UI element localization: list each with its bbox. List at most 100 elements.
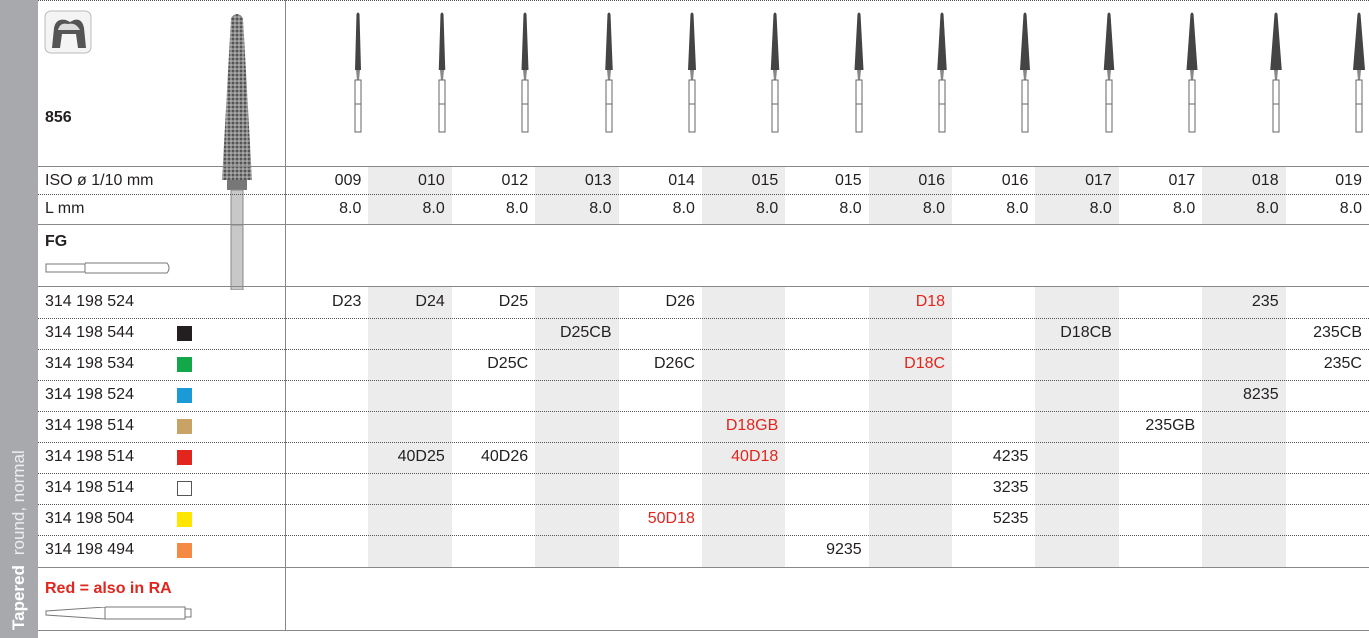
rule [38, 318, 1369, 319]
cell-value: D18 [915, 293, 946, 310]
cell-value: D18GB [725, 417, 779, 434]
column-shade [701, 167, 786, 224]
color-swatch [177, 326, 192, 341]
shank-icon [45, 262, 170, 274]
tool-drawing [1020, 12, 1031, 133]
column-shade [1035, 287, 1119, 567]
rule [38, 166, 1369, 167]
length-value: 8.0 [1089, 200, 1112, 217]
cell-value: 5235 [992, 510, 1029, 527]
item-code: 314 198 514 [45, 479, 134, 496]
tool-drawing [521, 12, 529, 133]
cell-value: D26C [654, 355, 695, 372]
length-value: 8.0 [339, 200, 362, 217]
cell-value: 235C [1323, 355, 1362, 372]
cell-value: D25C [487, 355, 529, 372]
divider [285, 0, 286, 630]
side-subtitle: round, normal [9, 450, 28, 556]
rule [38, 411, 1369, 412]
length-value: 8.0 [505, 200, 529, 217]
color-swatch [177, 357, 192, 372]
rule [38, 567, 1369, 568]
rule [38, 380, 1369, 381]
cell-value: 3235 [992, 479, 1029, 496]
cell-value: D23 [332, 293, 362, 310]
side-title: Tapered [9, 565, 28, 630]
item-code: 314 198 514 [45, 448, 134, 465]
cell-value: 50D18 [647, 510, 695, 527]
color-swatch [177, 543, 192, 558]
cell-value: 4235 [992, 448, 1029, 465]
cell-value: D25CB [559, 324, 612, 341]
color-swatch [177, 388, 192, 403]
rule [38, 473, 1369, 474]
tool-drawing [438, 12, 446, 133]
cell-value: 40D26 [480, 448, 529, 465]
tool-drawing [687, 12, 696, 133]
tool-drawing [1269, 12, 1282, 133]
iso-value: 015 [834, 172, 862, 189]
length-value: 8.0 [1256, 200, 1279, 217]
color-swatch [177, 450, 192, 465]
column-shade [868, 167, 953, 224]
note: Red = also in RA [45, 580, 172, 597]
bur-image [222, 14, 252, 290]
length-value: 8.0 [589, 200, 612, 217]
crown-icon [44, 10, 92, 54]
rule [38, 224, 1369, 225]
column-shade [1035, 167, 1119, 224]
rule [38, 194, 1369, 195]
rule [38, 442, 1369, 443]
column-shade [1202, 287, 1286, 567]
column-shade [368, 167, 452, 224]
shank-label: FG [45, 233, 68, 250]
tool-drawing [1353, 12, 1365, 133]
tool-drawing [354, 12, 362, 133]
length-value: 8.0 [1172, 200, 1196, 217]
length-value: 8.0 [922, 200, 946, 217]
tool-drawing [854, 12, 864, 133]
iso-value: 014 [668, 172, 695, 189]
cell-value: 235CB [1313, 324, 1362, 341]
iso-value: 015 [751, 172, 779, 189]
iso-value: 017 [1085, 172, 1112, 189]
ra-icon [45, 606, 192, 620]
rule [38, 0, 1369, 1]
tool-drawing [1186, 12, 1198, 133]
iso-value: 013 [584, 172, 612, 189]
iso-value: 010 [418, 172, 445, 189]
cell-value: D25 [498, 293, 529, 310]
tool-drawing [1103, 12, 1115, 133]
rule [38, 286, 1369, 287]
iso-value: 009 [334, 172, 362, 189]
item-code: 314 198 544 [45, 324, 134, 341]
length-value: 8.0 [1006, 200, 1029, 217]
cell-value: D26 [665, 293, 695, 310]
cell-value: 9235 [826, 541, 862, 558]
item-code: 314 198 534 [45, 355, 134, 372]
product-number: 856 [45, 109, 72, 126]
item-code: 314 198 494 [45, 541, 134, 558]
cell-value: 40D25 [397, 448, 445, 465]
iso-value: 017 [1168, 172, 1196, 189]
tool-drawing [604, 12, 613, 133]
color-swatch [177, 512, 192, 527]
rule [38, 349, 1369, 350]
side-label: Tapered round, normal [9, 450, 29, 630]
item-code: 314 198 504 [45, 510, 134, 527]
cell-value: 40D18 [731, 448, 779, 465]
cell-value: D18C [904, 355, 946, 372]
iso-value: 012 [501, 172, 529, 189]
column-shade [1202, 167, 1286, 224]
column-shade [701, 287, 786, 567]
cell-value: 235 [1251, 293, 1279, 310]
cell-value: D24 [415, 293, 445, 310]
column-shade [868, 287, 953, 567]
column-shade [535, 287, 619, 567]
iso-value: 018 [1251, 172, 1279, 189]
cell-value: 8235 [1243, 386, 1279, 403]
item-code: 314 198 524 [45, 293, 134, 310]
length-value: 8.0 [756, 200, 779, 217]
length-label: L mm [45, 200, 85, 217]
